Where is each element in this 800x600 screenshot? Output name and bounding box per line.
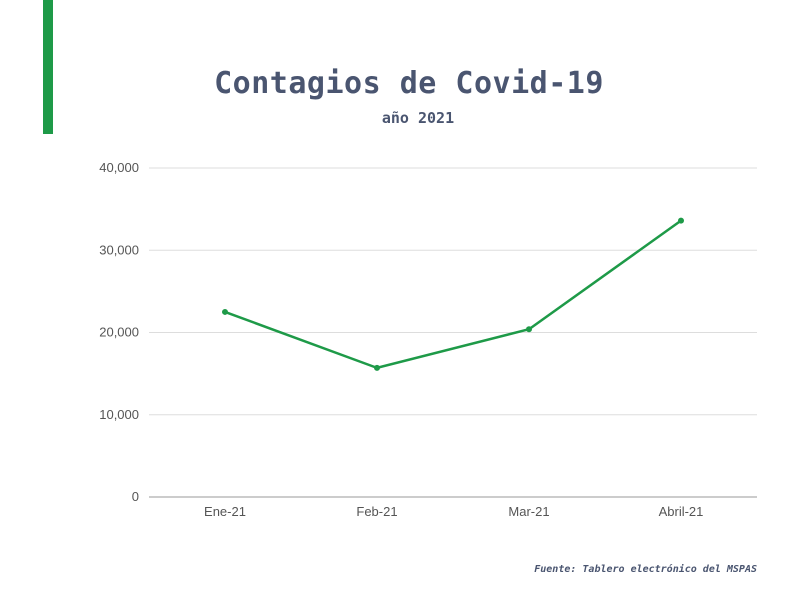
x-tick-label: Feb-21 xyxy=(356,504,397,519)
data-point xyxy=(222,308,228,315)
y-tick-label: 40,000 xyxy=(99,160,139,175)
series-contagios xyxy=(222,217,684,371)
accent-bar xyxy=(43,0,53,134)
chart-subtitle: año 2021 xyxy=(381,109,455,127)
y-tick-label: 20,000 xyxy=(99,325,139,340)
data-point xyxy=(678,217,684,224)
data-point xyxy=(374,364,380,371)
x-tick-label: Abril-21 xyxy=(659,504,704,519)
source-note: Fuente: Tablero electrónico del MSPAS xyxy=(534,564,757,575)
x-tick-label: Mar-21 xyxy=(508,504,549,519)
y-tick-label: 10,000 xyxy=(99,407,139,422)
axes: 0 10,000 20,000 30,000 40,000 Ene-21 Feb-21 Mar… xyxy=(99,160,703,519)
y-tick-label: 30,000 xyxy=(99,242,139,257)
data-point xyxy=(526,326,532,333)
x-tick-label: Ene-21 xyxy=(204,504,246,519)
gridlines xyxy=(149,167,757,498)
chart-title: Contagios de Covid-19 xyxy=(214,66,604,101)
y-tick-label: 0 xyxy=(132,489,139,504)
series-line xyxy=(224,219,682,370)
